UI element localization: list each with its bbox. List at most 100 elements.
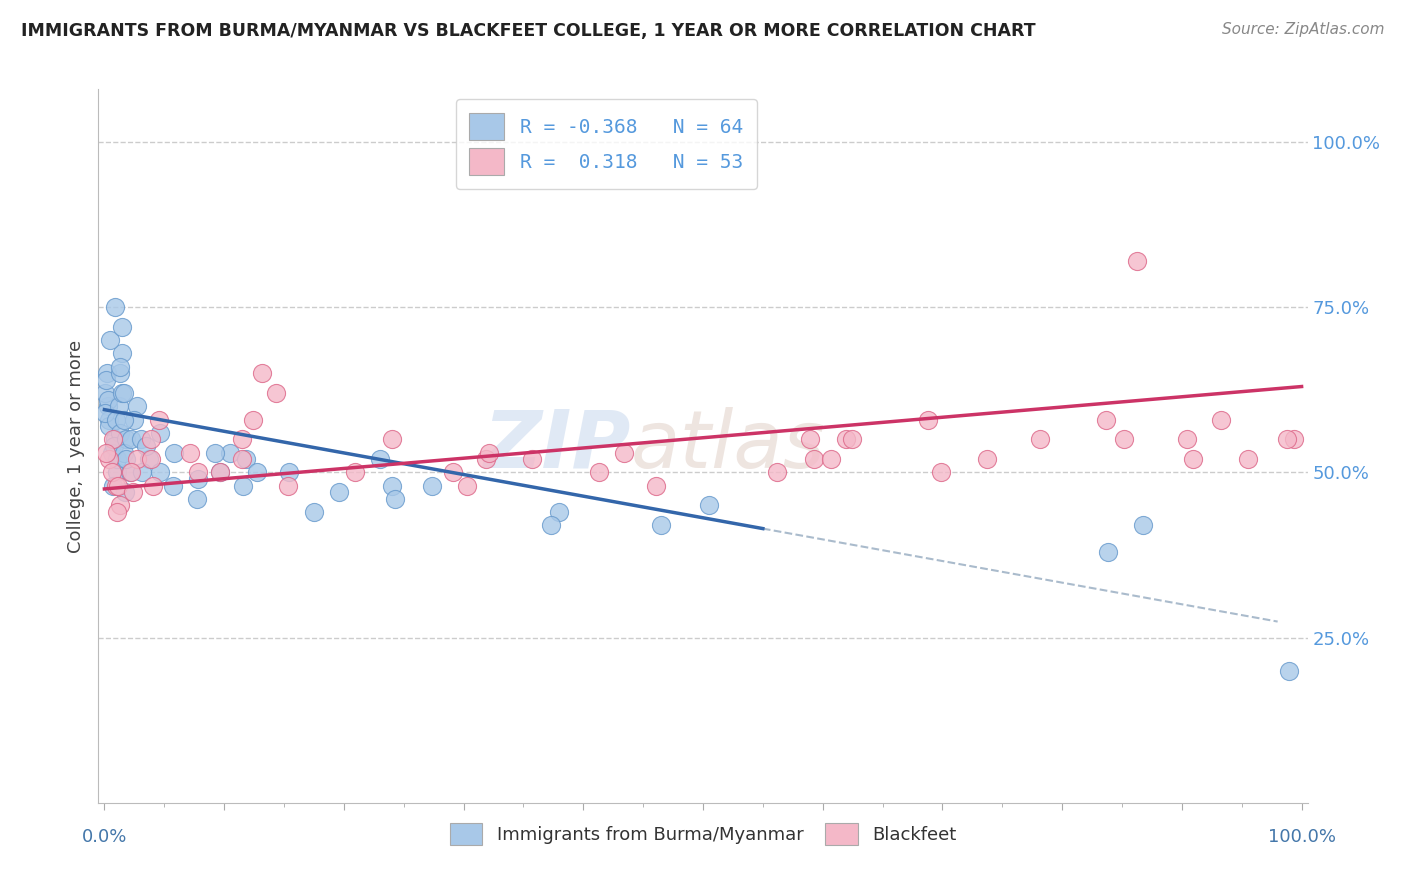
- Point: [588, 466, 610, 480]
- Point: [97, 452, 120, 467]
- Point: [104, 433, 127, 447]
- Point: [231, 452, 253, 467]
- Point: [799, 433, 821, 447]
- Point: [131, 466, 153, 480]
- Point: [381, 433, 404, 447]
- Point: [1114, 433, 1136, 447]
- Point: [111, 386, 134, 401]
- Point: [231, 433, 253, 447]
- Point: [141, 452, 163, 467]
- Point: [127, 400, 149, 414]
- Point: [1029, 433, 1052, 447]
- Point: [1209, 412, 1232, 426]
- Text: 0.0%: 0.0%: [82, 828, 127, 846]
- Point: [278, 466, 301, 480]
- Point: [232, 478, 254, 492]
- Point: [456, 478, 478, 492]
- Point: [441, 466, 464, 480]
- Point: [112, 445, 135, 459]
- Point: [235, 452, 257, 467]
- Point: [138, 452, 160, 467]
- Point: [277, 478, 299, 492]
- Point: [108, 359, 131, 374]
- Point: [766, 466, 789, 480]
- Point: [108, 400, 131, 414]
- Point: [93, 406, 115, 420]
- Point: [93, 386, 115, 401]
- Text: Source: ZipAtlas.com: Source: ZipAtlas.com: [1222, 22, 1385, 37]
- Point: [112, 386, 135, 401]
- Legend: Immigrants from Burma/Myanmar, Blackfeet: Immigrants from Burma/Myanmar, Blackfeet: [440, 814, 966, 855]
- Point: [1126, 254, 1149, 268]
- Point: [114, 485, 136, 500]
- Point: [108, 367, 131, 381]
- Point: [699, 499, 721, 513]
- Point: [142, 478, 165, 492]
- Point: [105, 452, 128, 467]
- Point: [141, 433, 163, 447]
- Point: [209, 466, 232, 480]
- Point: [187, 472, 209, 486]
- Point: [474, 452, 496, 467]
- Point: [976, 452, 998, 467]
- Point: [115, 452, 138, 467]
- Point: [149, 466, 172, 480]
- Point: [1175, 433, 1198, 447]
- Point: [1236, 452, 1258, 467]
- Point: [127, 452, 149, 467]
- Point: [120, 466, 142, 480]
- Point: [204, 445, 226, 459]
- Text: 100.0%: 100.0%: [1268, 828, 1336, 846]
- Point: [115, 433, 138, 447]
- Point: [520, 452, 543, 467]
- Point: [1278, 664, 1301, 678]
- Point: [1284, 433, 1306, 447]
- Point: [129, 433, 152, 447]
- Point: [148, 412, 170, 426]
- Point: [100, 466, 122, 480]
- Point: [96, 367, 118, 381]
- Point: [122, 485, 145, 500]
- Point: [100, 445, 122, 459]
- Point: [101, 433, 124, 447]
- Point: [135, 439, 157, 453]
- Point: [343, 466, 366, 480]
- Point: [650, 518, 672, 533]
- Point: [186, 491, 208, 506]
- Point: [98, 412, 121, 426]
- Point: [264, 386, 287, 401]
- Point: [149, 425, 172, 440]
- Point: [105, 412, 128, 426]
- Point: [929, 466, 952, 480]
- Point: [841, 433, 863, 447]
- Point: [108, 425, 131, 440]
- Text: atlas: atlas: [630, 407, 825, 485]
- Point: [548, 505, 571, 519]
- Point: [105, 505, 128, 519]
- Point: [803, 452, 825, 467]
- Point: [1132, 518, 1154, 533]
- Point: [118, 466, 141, 480]
- Text: ZIP: ZIP: [484, 407, 630, 485]
- Point: [100, 333, 122, 347]
- Point: [1275, 433, 1298, 447]
- Point: [120, 433, 142, 447]
- Point: [478, 445, 501, 459]
- Point: [104, 300, 127, 314]
- Point: [108, 499, 131, 513]
- Point: [110, 320, 132, 334]
- Point: [246, 466, 269, 480]
- Point: [97, 400, 120, 414]
- Point: [835, 433, 858, 447]
- Point: [370, 452, 392, 467]
- Point: [304, 505, 326, 519]
- Point: [111, 346, 134, 360]
- Point: [104, 478, 127, 492]
- Point: [103, 439, 125, 453]
- Point: [380, 478, 402, 492]
- Point: [97, 392, 120, 407]
- Y-axis label: College, 1 year or more: College, 1 year or more: [66, 340, 84, 552]
- Point: [163, 445, 186, 459]
- Point: [917, 412, 939, 426]
- Point: [105, 466, 128, 480]
